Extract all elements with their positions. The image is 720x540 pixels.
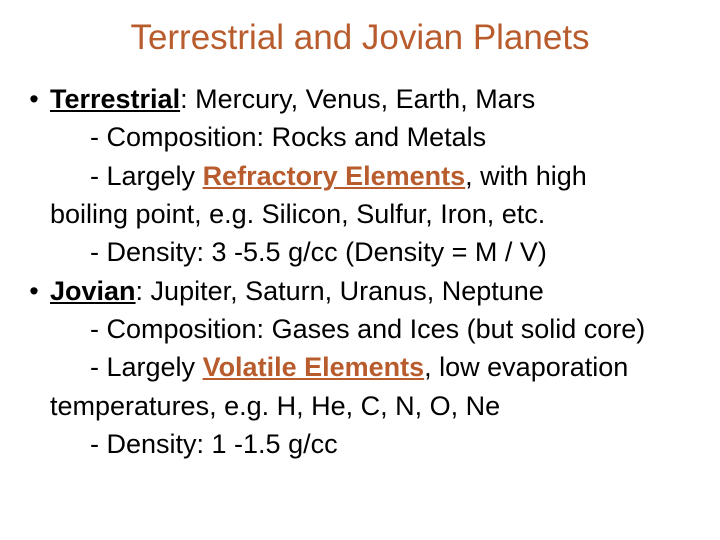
jovian-elements-post: , low evaporation (424, 352, 628, 382)
jovian-elements-highlight: Volatile Elements (203, 352, 425, 382)
terrestrial-planets: : Mercury, Venus, Earth, Mars (180, 84, 535, 114)
terrestrial-elements-post: , with high (465, 161, 587, 191)
slide-body: • Terrestrial: Mercury, Venus, Earth, Ma… (10, 80, 710, 463)
terrestrial-elements-line1: - Largely Refractory Elements, with high (18, 157, 710, 195)
slide-title: Terrestrial and Jovian Planets (10, 18, 710, 58)
terrestrial-elements-pre: - Largely (90, 161, 203, 191)
bullet-dot: • (18, 80, 50, 118)
jovian-composition: - Composition: Gases and Ices (but solid… (18, 310, 710, 348)
terrestrial-label: Terrestrial (50, 84, 180, 114)
jovian-density: - Density: 1 -1.5 g/cc (18, 425, 710, 463)
jovian-elements-line2: temperatures, e.g. H, He, C, N, O, Ne (18, 387, 710, 425)
terrestrial-heading: • Terrestrial: Mercury, Venus, Earth, Ma… (18, 80, 710, 118)
terrestrial-elements-line2: boiling point, e.g. Silicon, Sulfur, Iro… (18, 195, 710, 233)
bullet-dot: • (18, 272, 50, 310)
terrestrial-elements-highlight: Refractory Elements (203, 161, 466, 191)
jovian-elements-pre: - Largely (90, 352, 203, 382)
jovian-label: Jovian (50, 276, 136, 306)
jovian-planets: : Jupiter, Saturn, Uranus, Neptune (136, 276, 544, 306)
terrestrial-density: - Density: 3 -5.5 g/cc (Density = M / V) (18, 233, 710, 271)
jovian-elements-line1: - Largely Volatile Elements, low evapora… (18, 348, 710, 386)
jovian-heading: • Jovian: Jupiter, Saturn, Uranus, Neptu… (18, 272, 710, 310)
terrestrial-composition: - Composition: Rocks and Metals (18, 118, 710, 156)
